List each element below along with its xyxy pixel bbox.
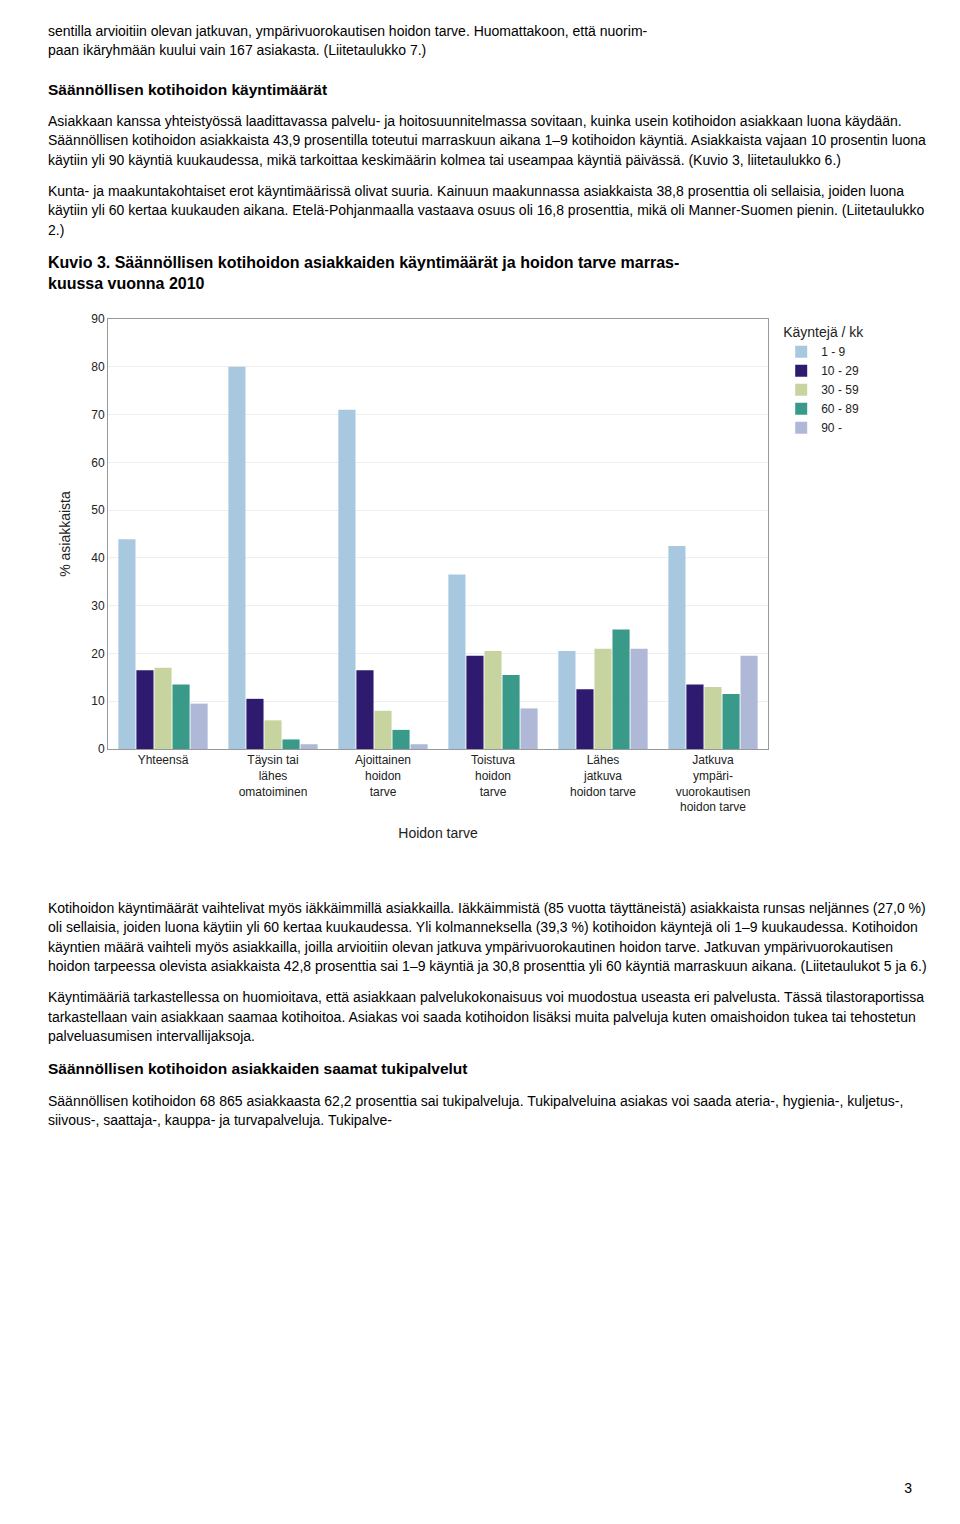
svg-text:Jatkuvaympäri-vuorokautisenhoi: Jatkuvaympäri-vuorokautisenhoidon tarve: [676, 753, 751, 814]
svg-text:Hoidon tarve: Hoidon tarve: [398, 825, 478, 841]
svg-text:20: 20: [91, 647, 105, 661]
html-text:Asiakkaan kanssa yhteistyössä: Asiakkaan kanssa yhteistyössä laadittava…: [48, 113, 926, 168]
svg-text:Käyntejä / kk: Käyntejä / kk: [783, 324, 864, 340]
svg-text:60: 60: [91, 456, 105, 470]
svg-text:10 - 29: 10 - 29: [821, 364, 859, 378]
html-text:Kunta- ja maakuntakohtaiset er: Kunta- ja maakuntakohtaiset erot käyntim…: [48, 182, 925, 238]
svg-text:70: 70: [91, 408, 105, 422]
svg-text:Lähesjatkuvahoidon tarve: Lähesjatkuvahoidon tarve: [570, 753, 636, 798]
html-text:3: 3: [904, 1479, 912, 1496]
svg-text:30: 30: [91, 599, 105, 613]
svg-text:60 - 89: 60 - 89: [821, 402, 859, 416]
svg-text:80: 80: [91, 360, 105, 374]
html-text:paan ikäryhmään kuului vain 16: paan ikäryhmään kuului vain 167 asiakast…: [48, 42, 427, 59]
svg-text:0: 0: [98, 742, 105, 756]
svg-text:Ajoittainenhoidontarve: Ajoittainenhoidontarve: [355, 753, 411, 798]
svg-text:30 - 59: 30 - 59: [821, 383, 859, 397]
html-text:Kuvio 3. Säännöllisen kotihoid: Kuvio 3. Säännöllisen kotihoidon asiakka…: [48, 253, 680, 271]
html-text:kuussa vuonna 2010: kuussa vuonna 2010: [48, 275, 205, 293]
svg-text:1 - 9: 1 - 9: [821, 345, 845, 359]
html-text:Kotihoidon käyntimäärät vaihte: Kotihoidon käyntimäärät vaihtelivat myös…: [48, 900, 927, 974]
svg-text:90: 90: [91, 312, 105, 326]
html-text:Säännöllisen kotihoidon asiakk: Säännöllisen kotihoidon asiakkaiden saam…: [48, 1060, 468, 1078]
html-text:Säännöllisen kotihoidon 68 865: Säännöllisen kotihoidon 68 865 asiakkaas…: [48, 1092, 904, 1128]
html-text:sentilla arvioitiin olevan jat: sentilla arvioitiin olevan jatkuvan, ymp…: [48, 23, 648, 39]
svg-text:Täysin tailähesomatoiminen: Täysin tailähesomatoiminen: [239, 753, 308, 798]
svg-text:Toistuvahoidontarve: Toistuvahoidontarve: [471, 753, 515, 798]
svg-text:40: 40: [91, 551, 105, 565]
svg-text:% asiakkaista: % asiakkaista: [57, 491, 73, 577]
svg-text:90 -: 90 -: [821, 421, 842, 435]
html-text:Käyntimääriä tarkastellessa on: Käyntimääriä tarkastellessa on huomioita…: [48, 989, 924, 1044]
svg-text:10: 10: [91, 694, 105, 708]
html-text:Säännöllisen kotihoidon käynti: Säännöllisen kotihoidon käyntimäärät: [48, 80, 328, 98]
svg-text:Yhteensä: Yhteensä: [138, 753, 189, 767]
svg-text:50: 50: [91, 503, 105, 517]
